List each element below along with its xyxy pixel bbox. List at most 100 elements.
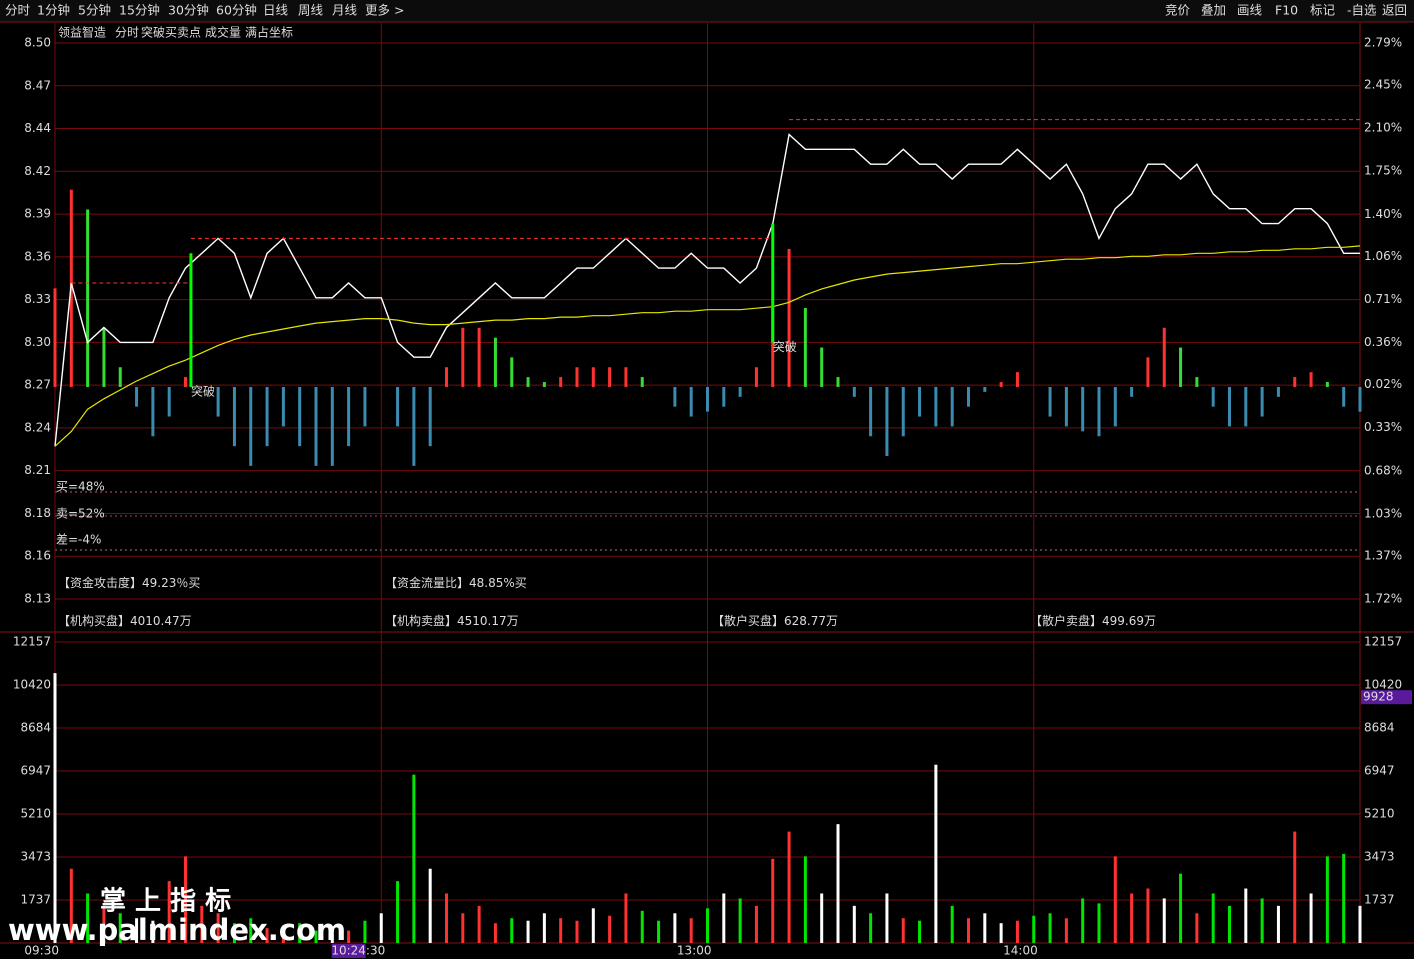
y-tick-label: 5210 <box>20 807 51 821</box>
volume-bar <box>379 913 383 943</box>
toolbar-tab[interactable]: 60分钟 <box>216 3 257 18</box>
toolbar-tab[interactable]: 周线 <box>298 3 324 18</box>
volume-bar <box>232 923 236 943</box>
y2-tick-label: 0.71% <box>1364 292 1402 306</box>
y-tick-label: 8.18 <box>24 506 51 520</box>
toolbar-button[interactable]: F10 <box>1275 3 1298 18</box>
toolbar-tab[interactable]: 5分钟 <box>78 3 111 18</box>
volume-bar <box>934 764 938 943</box>
volume-bar <box>852 905 856 943</box>
volume-bar <box>608 915 612 943</box>
volume-bar <box>69 868 73 943</box>
volume-bar <box>102 905 106 943</box>
volume-bar <box>575 920 579 943</box>
volume-bar <box>151 920 155 943</box>
signal-label: 突破 <box>191 383 215 398</box>
indicator-bar <box>820 347 824 387</box>
y-tick-label: 8.36 <box>24 249 51 263</box>
cursor-value: 9928 <box>1363 690 1394 704</box>
toolbar-tab[interactable]: 月线 <box>332 3 358 18</box>
y-tick-label: 8.27 <box>24 378 51 392</box>
header-item: 成交量 <box>205 25 241 40</box>
toolbar-button[interactable]: -自选 <box>1347 3 1377 18</box>
indicator-bar <box>1358 386 1362 412</box>
volume-bar <box>1293 831 1297 943</box>
indicator-bar <box>983 386 987 392</box>
volume-bar <box>673 913 677 943</box>
y-tick-label: 8.30 <box>24 335 51 349</box>
toolbar-tab[interactable]: 分时 <box>5 3 31 18</box>
indicator-bar <box>396 386 400 427</box>
x-tick-label: 13:00 <box>677 944 712 958</box>
y-tick-label-right: 6947 <box>1364 763 1395 777</box>
volume-bar <box>885 893 889 943</box>
indicator-bar <box>754 367 758 387</box>
toolbar-button[interactable]: 画线 <box>1237 3 1263 18</box>
volume-bar <box>396 881 400 943</box>
volume-bar <box>1064 918 1068 943</box>
volume-bar <box>461 913 465 943</box>
y-tick-label: 8.50 <box>24 36 51 50</box>
average-line <box>54 245 1361 447</box>
volume-bar <box>1097 903 1101 943</box>
y-tick-label: 8.33 <box>24 292 51 306</box>
indicator-bar <box>689 386 693 417</box>
indicator-bar <box>86 209 90 387</box>
volume-bar <box>493 923 497 943</box>
indicator-bar <box>265 386 269 447</box>
y-tick-label: 8684 <box>20 720 51 734</box>
y2-tick-label: 0.68% <box>1364 463 1402 477</box>
indicator-bar <box>1015 372 1019 387</box>
indicator-bar <box>608 367 612 387</box>
y-tick-label-right: 5210 <box>1364 807 1395 821</box>
toolbar-button[interactable]: 竞价 <box>1165 3 1191 18</box>
info-label: 【散户卖盘】 <box>1030 613 1102 628</box>
volume-bar <box>918 920 922 943</box>
toolbar-tab[interactable]: 1分钟 <box>37 3 70 18</box>
y2-tick-label: 2.45% <box>1364 77 1402 91</box>
indicator-bar <box>102 327 106 387</box>
volume-bar <box>526 920 530 943</box>
volume-bar <box>1228 905 1231 943</box>
indicator-bar <box>901 386 905 437</box>
toolbar-button[interactable]: 标记 <box>1310 3 1336 18</box>
y-tick-label: 8.42 <box>24 164 51 178</box>
toolbar-button[interactable]: 返回 <box>1382 3 1407 18</box>
toolbar-tab[interactable]: 更多 > <box>365 3 404 18</box>
indicator-bar <box>869 386 873 437</box>
volume-bar <box>983 913 987 943</box>
indicator-bar <box>428 386 432 447</box>
volume-bar <box>1048 913 1052 943</box>
toolbar-tab[interactable]: 30分钟 <box>168 3 209 18</box>
volume-bar <box>184 856 187 943</box>
buy-ratio: 买=48% <box>56 480 105 494</box>
y2-tick-label: 2.10% <box>1364 121 1402 135</box>
indicator-bar <box>477 327 481 387</box>
indicator-bar <box>836 377 840 387</box>
y-tick-label: 10420 <box>13 678 51 692</box>
x-tick-label: 14:00 <box>1003 944 1038 958</box>
y2-tick-label: 1.72% <box>1364 592 1402 606</box>
volume-bar <box>477 905 481 943</box>
indicator-bar <box>135 386 139 407</box>
toolbar-button[interactable]: 叠加 <box>1201 3 1226 18</box>
toolbar-tab[interactable]: 日线 <box>263 3 289 18</box>
indicator-bar <box>934 386 938 427</box>
indicator-bar <box>347 386 351 447</box>
y2-tick-label: 1.75% <box>1364 164 1402 178</box>
info-value: 4010.47万 <box>130 614 192 628</box>
indicator-bar <box>232 386 236 447</box>
indicator-bar <box>1244 386 1248 427</box>
toolbar-tab[interactable]: 15分钟 <box>119 3 160 18</box>
volume-bar <box>363 920 367 943</box>
volume-bar <box>901 918 905 943</box>
indicator-bar <box>216 386 220 417</box>
volume-bar <box>216 913 220 943</box>
cursor-time-box <box>331 944 366 958</box>
indicator-bar <box>1325 382 1329 387</box>
volume-bar <box>1081 898 1085 943</box>
indicator-bar <box>950 386 954 427</box>
volume-bar <box>510 918 514 943</box>
y-tick-label: 3473 <box>20 850 51 864</box>
